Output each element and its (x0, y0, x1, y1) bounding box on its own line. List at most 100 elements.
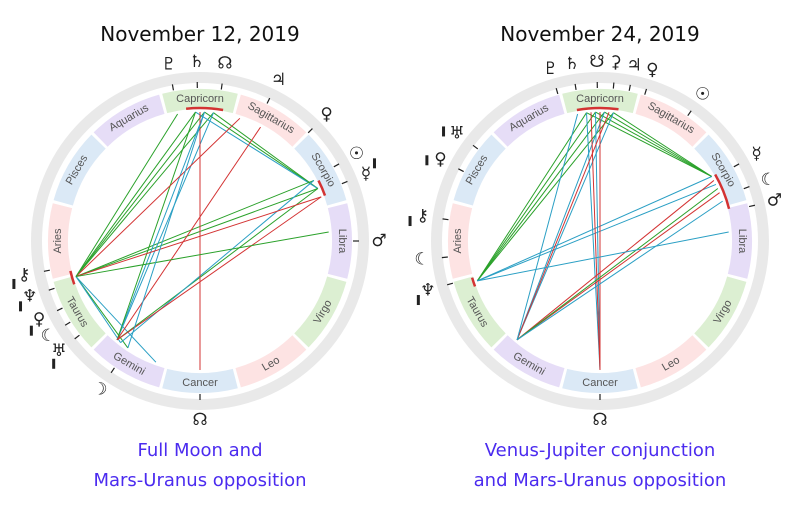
aspect-line-trine (476, 112, 587, 282)
planet-tick (446, 282, 454, 286)
sign-label-libra: Libra (736, 229, 748, 254)
sign-segment-taurus (53, 276, 106, 348)
aspect-line-sextile (195, 111, 319, 189)
sign-label-cancer: Cancer (182, 377, 218, 389)
retrograde-marker (416, 295, 420, 306)
retrograde-marker (425, 155, 429, 166)
aspect-line-sextile (75, 276, 157, 363)
mercury-icon: ☿ (751, 144, 761, 164)
sign-segment-aquarius (493, 94, 565, 147)
sign-segment-aries (47, 203, 73, 279)
sign-label-cancer: Cancer (582, 377, 618, 389)
planet-tick (612, 82, 615, 89)
aspect-line-trine (613, 112, 712, 177)
sign-segment-virgo (694, 276, 747, 348)
moon-icon: ☾ (41, 326, 56, 346)
saturn-icon: ♄ (564, 54, 579, 74)
planet-tick (555, 87, 559, 95)
aspect-line-square (516, 180, 715, 341)
neptune-icon: ♆ (22, 286, 37, 306)
sign-segment-capricorn (162, 89, 238, 114)
caption-line-1: Venus-Jupiter conjunction (484, 440, 716, 461)
aspect-line-sextile (516, 200, 723, 341)
planet-tick (687, 110, 692, 117)
sign-label-capricorn: Capricorn (576, 93, 624, 105)
mars-icon: ♂ (371, 231, 386, 251)
aspect-line-trine (595, 111, 712, 177)
sign-segment-cancer (562, 368, 638, 394)
venus-icon: ♀ (320, 104, 332, 124)
aspect-line-sextile (75, 276, 121, 343)
aspect-line-trine (75, 111, 196, 277)
planet-tick (74, 334, 80, 340)
planet-tick (220, 83, 223, 90)
planet-tick (48, 287, 55, 291)
aspect-line-sextile (477, 183, 717, 282)
sign-label-libra: Libra (336, 229, 348, 254)
aspect-line-sextile (516, 112, 614, 341)
aspect-line-trine (516, 188, 719, 341)
planet-tick (644, 88, 648, 95)
chiron-icon: ⚷ (417, 206, 429, 226)
aspect-line-square (75, 117, 241, 277)
planet-tick (743, 186, 750, 190)
mercury-icon: ☿ (361, 164, 371, 184)
planet-tick (43, 269, 50, 272)
aspect-line-trine (476, 111, 596, 282)
chiron-icon: ⚷ (18, 265, 30, 285)
planet-tick (441, 256, 448, 259)
sign-segment-libra (727, 203, 752, 279)
aspect-line-trine (75, 111, 205, 277)
conjunction-arc (185, 106, 224, 112)
planet-tick (56, 307, 63, 312)
sign-segment-libra (327, 203, 353, 279)
conjunction-arc (576, 106, 619, 112)
aspect-line-sextile (477, 176, 712, 282)
caption-line-1: Full Moon and (137, 440, 263, 461)
aspect-line-sextile (116, 112, 214, 341)
sign-segment-gemini (93, 335, 165, 388)
aspect-line-sextile (594, 112, 601, 371)
chart-panel-nov12: November 12, 2019 Capricorn Sagittarius Sc… (0, 22, 400, 496)
planet-tick (458, 168, 464, 173)
sign-segment-scorpio (694, 134, 747, 206)
aspect-lines (476, 111, 729, 371)
retrograde-marker (12, 278, 16, 289)
outer-ring (431, 72, 769, 410)
aspect-line-trine (75, 113, 179, 277)
planet-glyphs: ♇ ♄ ☋ ⚳ ♃ ♀☉☿☾♂♆☾⚷♀♅☊ (408, 52, 782, 430)
sign-label-aries: Aries (52, 228, 64, 254)
sign-segment-leo (235, 335, 307, 388)
aspect-line-trine (213, 112, 319, 189)
venus-icon: ♀ (646, 60, 658, 80)
aspect-line-trine (204, 111, 319, 189)
chart-caption: Full Moon and Mars-Uranus opposition (0, 436, 400, 496)
sign-label-capricorn: Capricorn (176, 93, 224, 105)
sign-segment-scorpio (294, 134, 347, 206)
planet-tick (442, 218, 449, 221)
south-node-icon: ☊ (217, 54, 232, 74)
planet-tick (341, 180, 348, 185)
planet-tick (266, 97, 271, 104)
aspect-line-trine (75, 231, 329, 278)
planet-tick (733, 163, 740, 168)
conjunction-arc (470, 277, 477, 287)
aspect-line-square (516, 112, 610, 341)
sign-segment-taurus (453, 276, 506, 348)
jupiter-icon: ♃ (271, 70, 286, 90)
aspect-line-sextile (116, 111, 205, 340)
neptune-icon: ♆ (420, 280, 435, 300)
ceres-icon: ♀ (33, 309, 45, 329)
uranus-icon: ♅ (449, 123, 464, 143)
sign-segment-capricorn (562, 89, 638, 114)
sign-segment-virgo (294, 276, 347, 348)
sun-icon: ☉ (349, 144, 364, 164)
aspect-lines (75, 111, 329, 370)
aspect-line-trine (116, 111, 196, 340)
outer-ring (31, 72, 369, 410)
aspect-line-trine (116, 188, 319, 341)
aspect-line-trine (476, 112, 614, 282)
aspect-line-square (590, 112, 601, 371)
aspect-line-trine (75, 112, 214, 277)
caption-line-2: Mars-Uranus opposition (93, 470, 307, 491)
